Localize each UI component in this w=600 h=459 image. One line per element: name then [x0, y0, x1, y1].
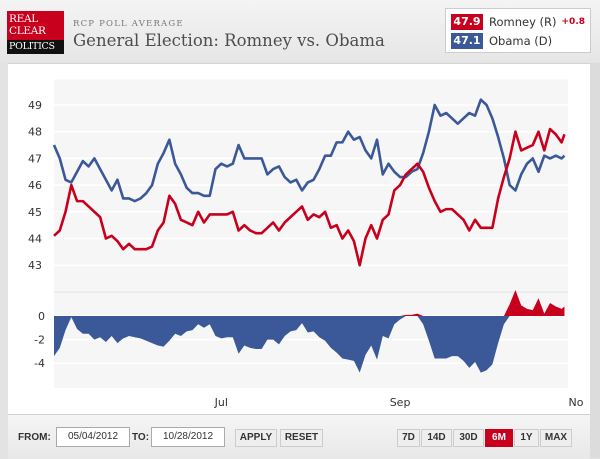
header: REAL CLEAR POLITICS RCP POLL AVERAGE Gen…: [0, 0, 600, 62]
range-button-1y[interactable]: 1Y: [514, 429, 539, 447]
range-button-14d[interactable]: 14D: [421, 429, 452, 447]
kicker: RCP POLL AVERAGE: [73, 19, 184, 29]
range-button-6m[interactable]: 6M: [485, 429, 513, 447]
y-tick-label: 0: [38, 310, 45, 323]
legend-name: Romney (R): [489, 14, 557, 29]
logo-black-block: [7, 40, 64, 54]
spread-area: [54, 290, 565, 373]
y-tick-label: 46: [28, 179, 42, 192]
x-ticks: Jul Sep No: [214, 396, 584, 409]
legend: 47.9 Romney (R) +0.8 47.1 Obama (D): [445, 8, 591, 53]
x-tick-label: Jul: [214, 396, 228, 409]
spread-y-ticks: 0 -2 -4: [34, 310, 45, 370]
to-date-input[interactable]: 10/28/2012: [151, 427, 225, 447]
main-lines: [52, 98, 566, 267]
to-label: TO:: [132, 432, 150, 443]
series-line-romney: [53, 127, 566, 267]
chart-panel: 43 44 45 46 47 48 49 0 -2 -4 Jul Sep No: [8, 63, 590, 414]
y-tick-label: 49: [28, 99, 42, 112]
legend-item-obama: 47.1 Obama (D): [451, 32, 552, 49]
page-title: General Election: Romney vs. Obama: [73, 31, 385, 50]
rcp-logo[interactable]: REAL CLEAR POLITICS: [7, 11, 64, 54]
main-y-ticks: 43 44 45 46 47 48 49: [28, 99, 42, 272]
apply-button[interactable]: APPLY: [235, 429, 277, 447]
spread-area-romney-lead: [54, 290, 565, 316]
y-tick-label: 47: [28, 152, 42, 165]
legend-value: 47.1: [451, 32, 483, 49]
legend-change: +0.8: [561, 16, 585, 27]
legend-item-romney: 47.9 Romney (R) +0.8: [451, 13, 585, 30]
from-date-input[interactable]: 05/04/2012: [56, 427, 130, 447]
main-grid: [54, 78, 568, 266]
reset-button[interactable]: RESET: [280, 429, 323, 447]
spread-area-obama-lead: [54, 316, 565, 373]
legend-value: 47.9: [451, 13, 483, 30]
poll-chart[interactable]: 43 44 45 46 47 48 49 0 -2 -4 Jul Sep No: [8, 64, 590, 414]
y-tick-label: -4: [34, 357, 45, 370]
range-button-7d[interactable]: 7D: [397, 429, 420, 447]
date-range-footer: FROM: 05/04/2012 TO: 10/28/2012 APPLY RE…: [8, 414, 590, 459]
scrollbar[interactable]: [590, 63, 600, 458]
range-button-30d[interactable]: 30D: [453, 429, 484, 447]
logo-line-3: POLITICS: [9, 41, 55, 52]
x-tick-label: No: [569, 396, 584, 409]
series-line-obama: [52, 98, 566, 203]
x-tick-label: Sep: [390, 396, 411, 409]
legend-name: Obama (D): [489, 33, 553, 48]
y-tick-label: 44: [28, 233, 42, 246]
y-tick-label: 48: [28, 126, 42, 139]
logo-line-1: REAL: [9, 13, 38, 25]
logo-line-2: CLEAR: [9, 25, 46, 37]
y-tick-label: 45: [28, 206, 42, 219]
from-label: FROM:: [18, 432, 51, 443]
y-tick-label: -2: [34, 334, 45, 347]
range-button-max[interactable]: MAX: [540, 429, 572, 447]
y-tick-label: 43: [28, 259, 42, 272]
logo-red-block: [7, 11, 64, 40]
